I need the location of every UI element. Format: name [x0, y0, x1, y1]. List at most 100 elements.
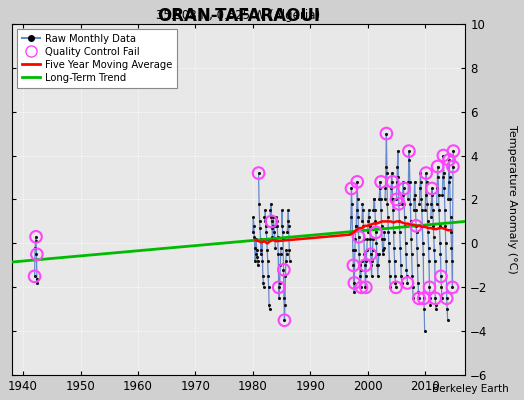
Point	[250, 234, 258, 240]
Point	[399, 179, 407, 185]
Point	[369, 207, 378, 214]
Point	[266, 214, 275, 220]
Point	[449, 163, 457, 170]
Point	[263, 247, 271, 253]
Point	[254, 170, 263, 176]
Point	[376, 196, 385, 203]
Point	[265, 284, 273, 290]
Point	[448, 258, 456, 264]
Point	[272, 223, 280, 229]
Point	[434, 174, 442, 181]
Point	[281, 273, 290, 280]
Point	[422, 179, 431, 185]
Point	[438, 192, 446, 198]
Point	[422, 170, 430, 176]
Text: Berkeley Earth: Berkeley Earth	[432, 384, 508, 394]
Point	[403, 273, 411, 280]
Point	[392, 284, 400, 290]
Point	[417, 196, 425, 203]
Point	[398, 201, 407, 207]
Point	[386, 284, 395, 290]
Point	[398, 280, 406, 286]
Point	[395, 218, 403, 225]
Point	[436, 240, 444, 246]
Point	[285, 247, 293, 253]
Point	[372, 229, 380, 236]
Point	[349, 262, 357, 268]
Point	[279, 236, 287, 242]
Point	[379, 251, 387, 258]
Point	[268, 234, 277, 240]
Point	[357, 266, 365, 273]
Point	[437, 273, 445, 280]
Point	[430, 247, 439, 253]
Point	[258, 258, 267, 264]
Point	[256, 236, 265, 242]
Point	[364, 218, 373, 225]
Point	[359, 236, 368, 242]
Point	[393, 163, 401, 170]
Point	[280, 266, 288, 273]
Point	[392, 196, 401, 203]
Point	[383, 201, 391, 207]
Point	[396, 229, 404, 236]
Point	[408, 251, 416, 258]
Point	[354, 234, 363, 240]
Point	[347, 185, 356, 192]
Point	[449, 163, 457, 170]
Text: 35.508 N, 0.525 W (Algeria): 35.508 N, 0.525 W (Algeria)	[157, 9, 321, 22]
Point	[429, 223, 438, 229]
Point	[410, 196, 418, 203]
Point	[370, 207, 379, 214]
Point	[413, 244, 421, 251]
Point	[259, 280, 268, 286]
Point	[371, 218, 379, 225]
Point	[412, 223, 420, 229]
Point	[31, 238, 40, 244]
Point	[275, 284, 283, 290]
Point	[380, 236, 388, 242]
Point	[260, 218, 269, 225]
Point	[269, 223, 277, 229]
Point	[275, 295, 283, 302]
Point	[383, 170, 391, 176]
Point	[409, 284, 417, 290]
Point	[366, 236, 374, 242]
Point	[280, 317, 289, 324]
Point	[374, 262, 383, 268]
Point	[432, 201, 441, 207]
Point	[271, 214, 280, 220]
Point	[425, 258, 433, 264]
Point	[432, 306, 440, 312]
Point	[435, 223, 444, 229]
Point	[412, 223, 420, 229]
Point	[442, 240, 450, 246]
Point	[395, 201, 403, 207]
Point	[257, 251, 265, 258]
Point	[414, 288, 423, 295]
Point	[261, 207, 269, 214]
Point	[30, 273, 39, 280]
Point	[348, 229, 357, 236]
Point	[421, 207, 429, 214]
Point	[348, 201, 356, 207]
Point	[402, 251, 410, 258]
Point	[364, 229, 372, 236]
Point	[367, 273, 376, 280]
Point	[264, 258, 272, 264]
Point	[350, 288, 358, 295]
Point	[442, 295, 451, 302]
Point	[389, 207, 397, 214]
Point	[428, 185, 436, 192]
Point	[395, 201, 403, 207]
Point	[426, 302, 434, 308]
Point	[347, 185, 356, 192]
Point	[384, 229, 392, 236]
Point	[412, 229, 421, 236]
Point	[361, 262, 369, 268]
Point	[366, 251, 375, 258]
Point	[372, 240, 380, 246]
Point	[415, 295, 423, 302]
Point	[404, 196, 412, 203]
Point	[427, 214, 435, 220]
